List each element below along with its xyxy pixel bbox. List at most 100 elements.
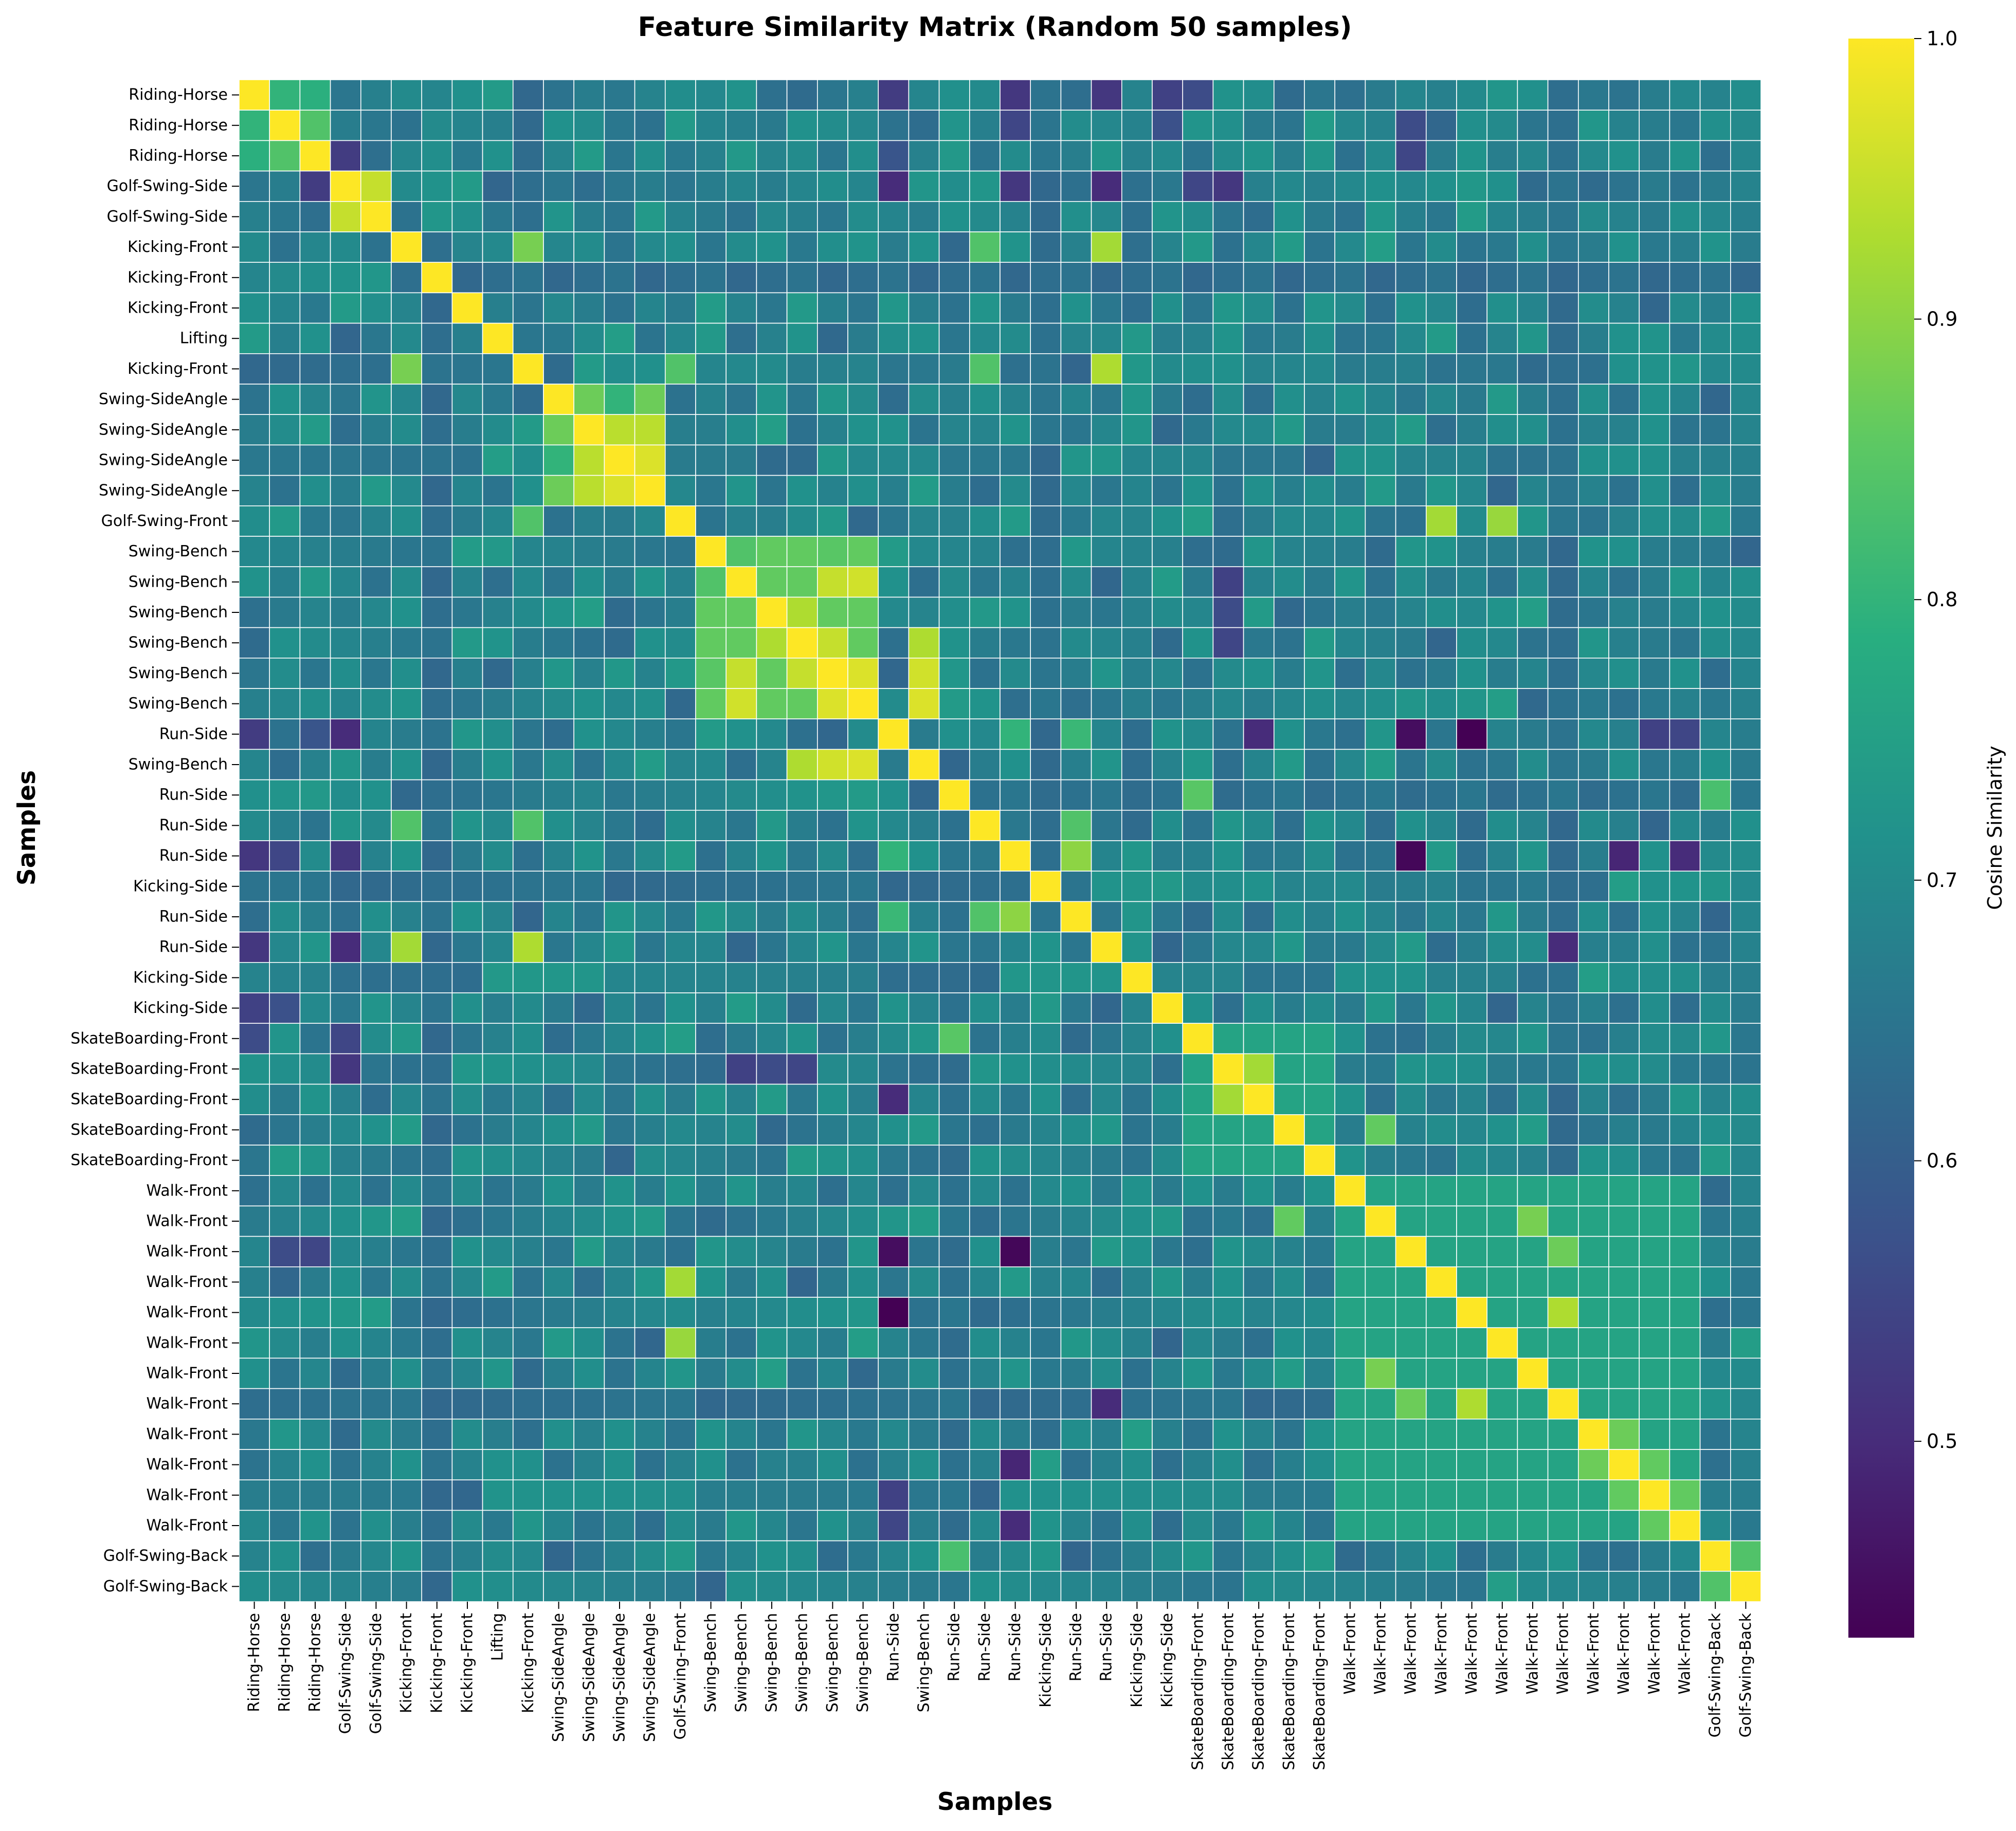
heatmap-cell bbox=[360, 871, 392, 902]
heatmap-cell bbox=[1608, 1236, 1640, 1267]
heatmap-cell bbox=[1060, 414, 1092, 446]
heatmap-cell bbox=[1152, 1479, 1184, 1511]
heatmap-cell bbox=[1274, 627, 1305, 659]
heatmap-cell bbox=[1212, 1571, 1244, 1602]
heatmap-cell bbox=[512, 1145, 544, 1176]
heatmap-cell bbox=[543, 962, 575, 993]
heatmap-cell bbox=[1121, 414, 1153, 446]
heatmap-cell bbox=[604, 1083, 635, 1115]
heatmap-cell bbox=[1030, 536, 1062, 568]
heatmap-cell bbox=[1121, 475, 1153, 506]
heatmap-cell bbox=[756, 140, 788, 172]
heatmap-cell bbox=[1608, 1083, 1640, 1115]
heatmap-cell bbox=[1000, 1388, 1031, 1420]
heatmap-cell bbox=[878, 1479, 910, 1511]
heatmap-cell bbox=[817, 1145, 848, 1176]
heatmap-cell bbox=[1060, 627, 1092, 659]
heatmap-cell bbox=[1121, 79, 1153, 111]
heatmap-cell bbox=[604, 170, 635, 202]
heatmap-cell bbox=[330, 1205, 361, 1237]
heatmap-cell bbox=[1669, 353, 1701, 385]
heatmap-cell bbox=[1730, 1510, 1761, 1542]
heatmap-cell bbox=[330, 1479, 361, 1511]
heatmap-cell bbox=[878, 505, 910, 537]
heatmap-cell bbox=[543, 1083, 575, 1115]
heatmap-cell bbox=[1639, 414, 1670, 446]
heatmap-cell bbox=[1699, 901, 1731, 933]
heatmap-cell bbox=[299, 1083, 331, 1115]
heatmap-cell bbox=[573, 384, 605, 415]
heatmap-cell bbox=[1091, 749, 1122, 781]
heatmap-cell bbox=[1060, 1114, 1092, 1146]
heatmap-cell bbox=[695, 1175, 727, 1207]
heatmap-cell bbox=[1274, 79, 1305, 111]
heatmap-cell bbox=[725, 688, 757, 720]
heatmap-cell bbox=[1000, 79, 1031, 111]
heatmap-cell bbox=[786, 840, 818, 872]
heatmap-cell bbox=[604, 262, 635, 294]
heatmap-cell bbox=[299, 414, 331, 446]
heatmap-cell bbox=[360, 962, 392, 993]
heatmap-cell bbox=[573, 1357, 605, 1389]
heatmap-cell bbox=[1395, 384, 1427, 415]
heatmap-cell bbox=[543, 1297, 575, 1329]
heatmap-cell bbox=[604, 596, 635, 628]
heatmap-cell bbox=[1486, 110, 1518, 141]
heatmap-cell bbox=[908, 140, 940, 172]
heatmap-cell bbox=[1608, 1357, 1640, 1389]
heatmap-cell bbox=[695, 688, 727, 720]
heatmap-cell bbox=[817, 779, 848, 811]
heatmap-cell bbox=[847, 1145, 879, 1176]
heatmap-cell bbox=[1060, 566, 1092, 598]
heatmap-cell bbox=[969, 1114, 1001, 1146]
heatmap-cell bbox=[695, 1205, 727, 1237]
heatmap-cell bbox=[1639, 749, 1670, 781]
heatmap-cell bbox=[878, 627, 910, 659]
heatmap-cell bbox=[330, 231, 361, 263]
heatmap-cell bbox=[451, 170, 483, 202]
heatmap-cell bbox=[1547, 1023, 1579, 1055]
heatmap-cell bbox=[695, 414, 727, 446]
heatmap-cell bbox=[1639, 658, 1670, 689]
heatmap-cell bbox=[573, 931, 605, 963]
heatmap-cell bbox=[1578, 596, 1609, 628]
heatmap-cell bbox=[1274, 1083, 1305, 1115]
heatmap-cell bbox=[938, 414, 970, 446]
heatmap-cell bbox=[482, 384, 514, 415]
heatmap-cell bbox=[239, 1114, 270, 1146]
heatmap-cell bbox=[1000, 1083, 1031, 1115]
heatmap-cell bbox=[239, 627, 270, 659]
heatmap-cell bbox=[1730, 262, 1761, 294]
heatmap-cell bbox=[269, 414, 301, 446]
heatmap-cell bbox=[938, 1053, 970, 1085]
heatmap-cell bbox=[1182, 1510, 1214, 1542]
heatmap-cell bbox=[1365, 1145, 1396, 1176]
heatmap-cell bbox=[1730, 931, 1761, 963]
heatmap-cell bbox=[969, 658, 1001, 689]
heatmap-cell bbox=[330, 262, 361, 294]
heatmap-cell bbox=[1608, 384, 1640, 415]
heatmap-cell bbox=[330, 170, 361, 202]
heatmap-cell bbox=[756, 1175, 788, 1207]
heatmap-cell bbox=[878, 992, 910, 1024]
heatmap-cell bbox=[543, 140, 575, 172]
heatmap-cell bbox=[847, 1023, 879, 1055]
heatmap-cell bbox=[1547, 262, 1579, 294]
heatmap-cell bbox=[847, 566, 879, 598]
x-tick-label: Golf-Swing-Back bbox=[1706, 1612, 1724, 1737]
heatmap-cell bbox=[634, 1479, 666, 1511]
heatmap-cell bbox=[938, 1571, 970, 1602]
heatmap-cell bbox=[1699, 79, 1731, 111]
heatmap-cell bbox=[451, 1023, 483, 1055]
heatmap-cell bbox=[1547, 353, 1579, 385]
heatmap-cell bbox=[1578, 1540, 1609, 1572]
colorbar-tick-label: 0.6 bbox=[1927, 1150, 1957, 1172]
heatmap-cell bbox=[1091, 201, 1122, 232]
heatmap-cell bbox=[604, 1175, 635, 1207]
heatmap-cell bbox=[695, 1083, 727, 1115]
heatmap-cell bbox=[1517, 322, 1549, 354]
heatmap-cell bbox=[1395, 414, 1427, 446]
heatmap-cell bbox=[482, 1449, 514, 1481]
heatmap-cell bbox=[847, 1053, 879, 1085]
heatmap-cell bbox=[1456, 1357, 1488, 1389]
